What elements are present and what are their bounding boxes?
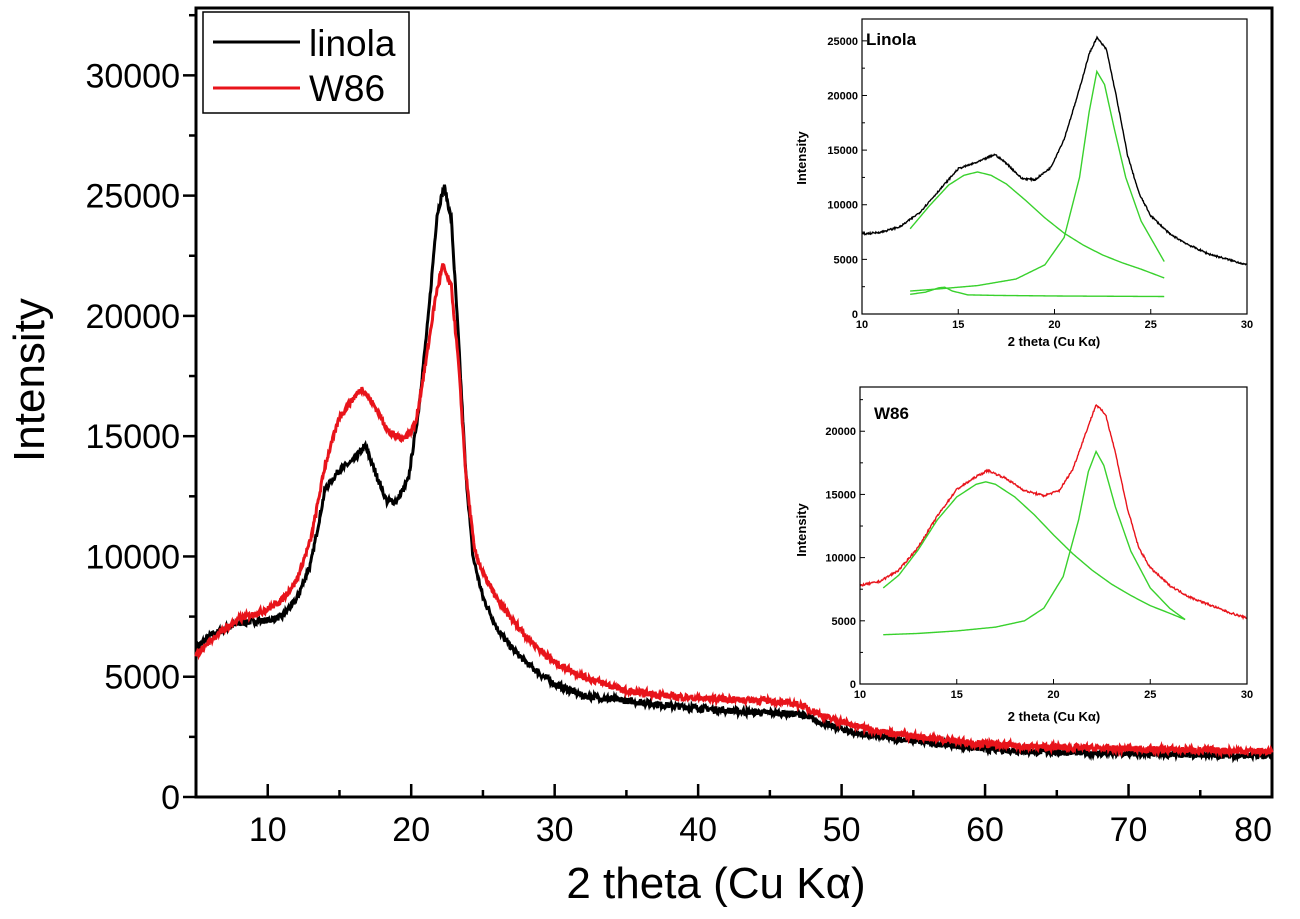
main-y-tick-label: 25000 bbox=[85, 178, 180, 216]
inset-w86-x-tick-label: 10 bbox=[854, 689, 866, 701]
main-y-tick-label: 0 bbox=[161, 779, 180, 817]
inset-linola-title: Linola bbox=[866, 30, 917, 49]
inset-linola-fit-peak-2 bbox=[910, 69, 1165, 292]
inset-w86-y-tick-label: 15000 bbox=[825, 489, 856, 501]
inset-w86-fit-peak-2 bbox=[883, 449, 1186, 636]
inset-w86-x-axis-title: 2 theta (Cu Kα) bbox=[1008, 709, 1101, 724]
main-y-tick-label: 15000 bbox=[85, 418, 180, 456]
main-series-group bbox=[194, 184, 1274, 764]
main-y-tick-label: 20000 bbox=[85, 298, 180, 336]
main-y-axis-title: Intensity bbox=[5, 298, 54, 462]
inset-w86-y-tick-labels: 0 5000 10000 15000 20000 bbox=[825, 426, 856, 691]
inset-linola-y-tick-label: 15000 bbox=[827, 145, 858, 157]
inset-linola-y-tick-label: 0 bbox=[852, 309, 858, 321]
main-plot-frame bbox=[194, 6, 1274, 799]
main-y-tick-labels: 0 5000 10000 15000 20000 25000 30000 bbox=[85, 57, 180, 817]
legend: linola W86 bbox=[202, 11, 410, 114]
main-x-tick-label: 70 bbox=[1110, 811, 1148, 849]
main-x-tick-label: 10 bbox=[249, 811, 287, 849]
inset-linola-y-tick-label: 5000 bbox=[834, 254, 858, 266]
main-x-tick-label: 30 bbox=[536, 811, 574, 849]
main-chart: 10 20 30 40 50 60 70 80 0 5000 10000 150… bbox=[5, 6, 1274, 908]
inset-linola-x-tick-label: 10 bbox=[856, 319, 868, 331]
inset-w86-chart: 10 15 20 25 30 0 5000 10000 15000 20000 … bbox=[794, 386, 1253, 724]
inset-linola-frame bbox=[861, 18, 1248, 315]
inset-w86-x-tick-label: 30 bbox=[1241, 689, 1253, 701]
inset-w86-y-tick-label: 20000 bbox=[825, 426, 856, 438]
inset-w86-data-line bbox=[859, 403, 1248, 621]
w86-series-line bbox=[194, 263, 1274, 759]
main-x-axis-title: 2 theta (Cu Kα) bbox=[566, 859, 865, 908]
main-x-tick-label: 40 bbox=[679, 811, 717, 849]
inset-linola-x-tick-label: 30 bbox=[1241, 319, 1253, 331]
main-x-tick-label: 20 bbox=[392, 811, 430, 849]
inset-linola-fit-peak-3 bbox=[910, 286, 1165, 298]
inset-linola-y-tick-label: 10000 bbox=[827, 200, 858, 212]
legend-label-w86: W86 bbox=[309, 68, 385, 109]
inset-w86-fit-peak-1 bbox=[882, 481, 1186, 621]
main-x-tick-label: 60 bbox=[966, 811, 1004, 849]
inset-linola-x-tick-label: 20 bbox=[1048, 319, 1060, 331]
legend-label-linola: linola bbox=[309, 23, 396, 64]
main-ticks bbox=[183, 13, 1274, 799]
inset-linola-x-axis-title: 2 theta (Cu Kα) bbox=[1008, 334, 1101, 349]
main-y-tick-label: 30000 bbox=[85, 57, 180, 95]
inset-w86-x-tick-label: 25 bbox=[1144, 689, 1156, 701]
inset-w86-frame bbox=[859, 386, 1248, 685]
inset-linola-x-tick-label: 15 bbox=[952, 319, 964, 331]
inset-w86-x-tick-label: 15 bbox=[951, 689, 963, 701]
legend-box bbox=[202, 11, 410, 114]
inset-w86-x-tick-label: 20 bbox=[1047, 689, 1059, 701]
inset-linola-y-tick-labels: 0 5000 10000 15000 20000 25000 bbox=[827, 36, 858, 321]
inset-w86-y-axis-title: Intensity bbox=[794, 503, 809, 557]
inset-w86-y-tick-label: 5000 bbox=[832, 616, 856, 628]
main-x-tick-label: 50 bbox=[823, 811, 861, 849]
inset-linola-y-tick-label: 25000 bbox=[827, 36, 858, 48]
inset-linola-chart: 10 15 20 25 30 0 5000 10000 15000 20000 … bbox=[794, 18, 1253, 349]
inset-linola-y-axis-title: Intensity bbox=[794, 131, 809, 185]
main-y-tick-label: 5000 bbox=[104, 659, 180, 697]
inset-linola-y-tick-label: 20000 bbox=[827, 90, 858, 102]
inset-linola-data-line bbox=[861, 35, 1247, 266]
inset-w86-y-tick-label: 10000 bbox=[825, 553, 856, 565]
main-x-tick-label: 80 bbox=[1234, 811, 1272, 849]
main-y-tick-label: 10000 bbox=[85, 538, 180, 576]
inset-w86-x-tick-labels: 10 15 20 25 30 bbox=[854, 689, 1253, 701]
inset-linola-x-tick-label: 25 bbox=[1145, 319, 1157, 331]
inset-linola-x-tick-labels: 10 15 20 25 30 bbox=[856, 319, 1253, 331]
linola-series-line bbox=[194, 184, 1273, 764]
main-x-tick-labels: 10 20 30 40 50 60 70 80 bbox=[249, 811, 1272, 849]
inset-linola-background bbox=[862, 19, 1247, 314]
inset-w86-y-tick-label: 0 bbox=[850, 679, 856, 691]
inset-w86-title: W86 bbox=[874, 404, 909, 423]
inset-linola-fit-peak-1 bbox=[909, 171, 1165, 279]
